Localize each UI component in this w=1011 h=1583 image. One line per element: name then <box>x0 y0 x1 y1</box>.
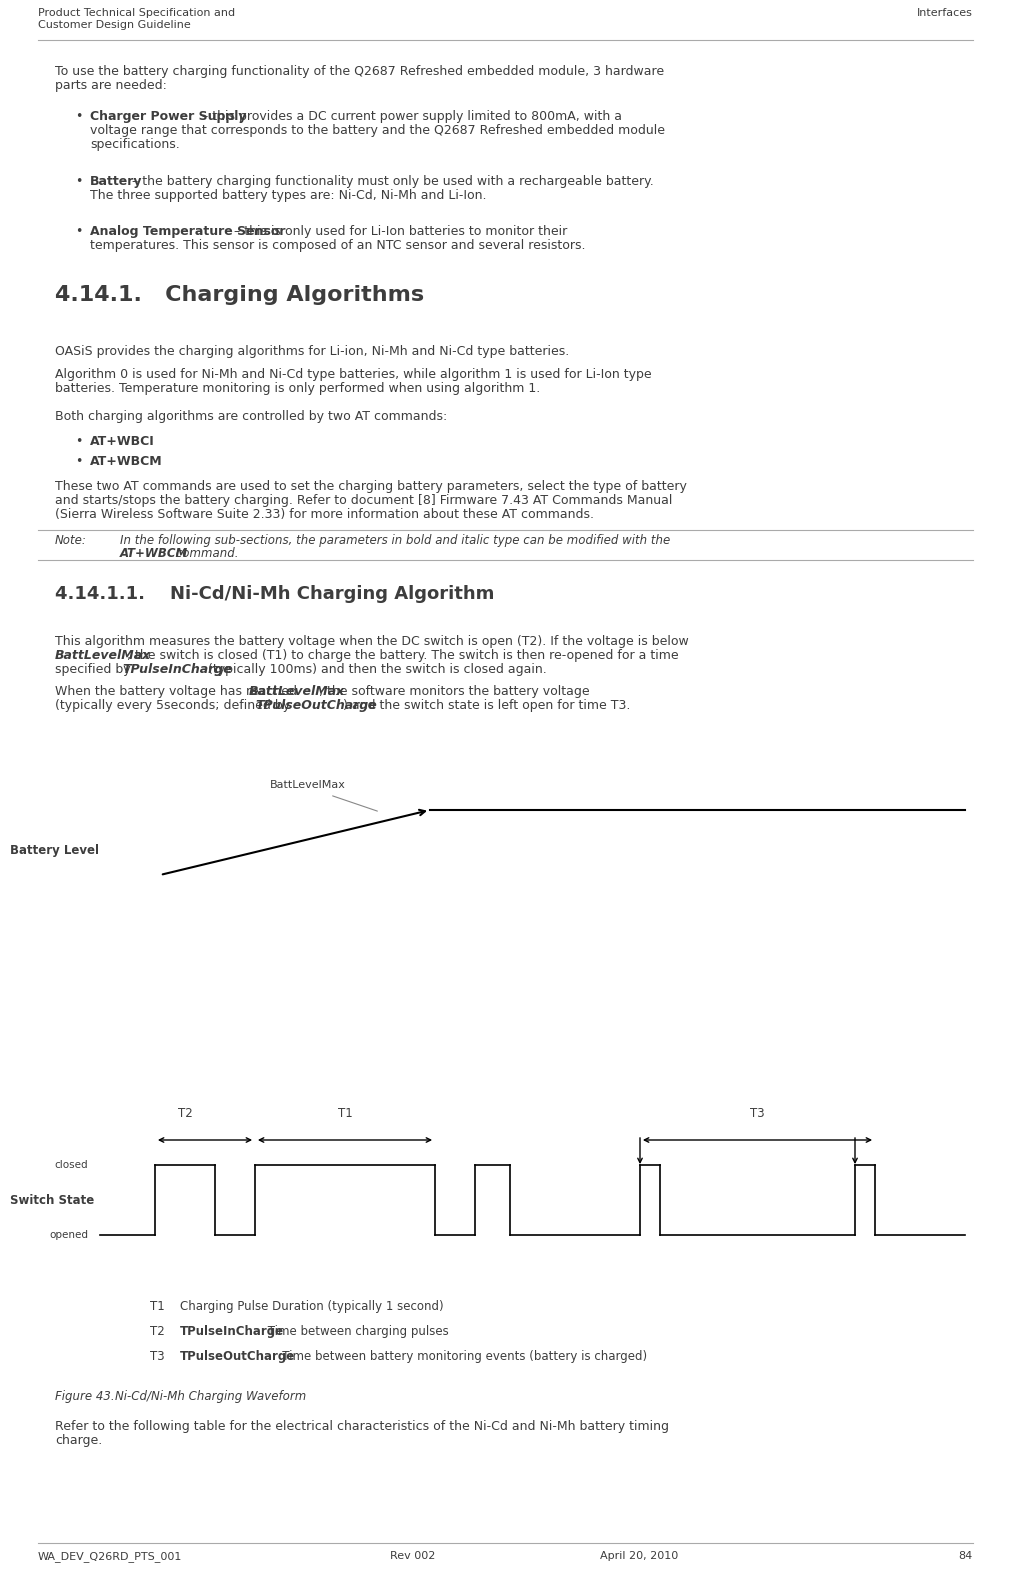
Text: , the switch is closed (T1) to charge the battery. The switch is then re-opened : , the switch is closed (T1) to charge th… <box>127 649 678 662</box>
Text: , the software monitors the battery voltage: , the software monitors the battery volt… <box>319 685 589 698</box>
Text: Figure 43.: Figure 43. <box>55 1390 114 1403</box>
Text: TPulseOutCharge: TPulseOutCharge <box>255 700 377 712</box>
Text: – this is only used for Li-Ion batteries to monitor their: – this is only used for Li-Ion batteries… <box>229 225 567 237</box>
Text: •: • <box>75 109 82 123</box>
Text: 4.14.1.   Charging Algorithms: 4.14.1. Charging Algorithms <box>55 285 425 306</box>
Text: temperatures. This sensor is composed of an NTC sensor and several resistors.: temperatures. This sensor is composed of… <box>90 239 585 252</box>
Text: specifications.: specifications. <box>90 138 180 150</box>
Text: BattLevelMax: BattLevelMax <box>270 780 346 790</box>
Text: Time between charging pulses: Time between charging pulses <box>264 1325 449 1338</box>
Text: Both charging algorithms are controlled by two AT commands:: Both charging algorithms are controlled … <box>55 410 447 423</box>
Text: •: • <box>75 176 82 188</box>
Text: T1: T1 <box>150 1300 165 1312</box>
Text: Note:: Note: <box>55 533 87 548</box>
Text: parts are needed:: parts are needed: <box>55 79 167 92</box>
Text: BattLevelMax: BattLevelMax <box>249 685 345 698</box>
Text: •: • <box>75 435 82 448</box>
Text: Switch State: Switch State <box>10 1194 94 1206</box>
Text: Time between battery monitoring events (battery is charged): Time between battery monitoring events (… <box>271 1350 647 1363</box>
Text: Algorithm 0 is used for Ni-Mh and Ni-Cd type batteries, while algorithm 1 is use: Algorithm 0 is used for Ni-Mh and Ni-Cd … <box>55 367 652 382</box>
Text: Charger Power Supply: Charger Power Supply <box>90 109 247 123</box>
Text: April 20, 2010: April 20, 2010 <box>600 1551 678 1561</box>
Text: (typically every 5seconds; defined by: (typically every 5seconds; defined by <box>55 700 294 712</box>
Text: OASiS provides the charging algorithms for Li-ion, Ni-Mh and Ni-Cd type batterie: OASiS provides the charging algorithms f… <box>55 345 569 358</box>
Text: Interfaces: Interfaces <box>917 8 973 17</box>
Text: 4.14.1.1.    Ni-Cd/Ni-Mh Charging Algorithm: 4.14.1.1. Ni-Cd/Ni-Mh Charging Algorithm <box>55 586 494 603</box>
Text: T2: T2 <box>178 1107 192 1121</box>
Text: ) and the switch state is left open for time T3.: ) and the switch state is left open for … <box>343 700 631 712</box>
Text: These two AT commands are used to set the charging battery parameters, select th: These two AT commands are used to set th… <box>55 480 686 492</box>
Text: batteries. Temperature monitoring is only performed when using algorithm 1.: batteries. Temperature monitoring is onl… <box>55 382 540 396</box>
Text: WA_DEV_Q26RD_PTS_001: WA_DEV_Q26RD_PTS_001 <box>38 1551 182 1562</box>
Text: Rev 002: Rev 002 <box>390 1551 436 1561</box>
Text: T2: T2 <box>150 1325 165 1338</box>
Text: The three supported battery types are: Ni-Cd, Ni-Mh and Li-Ion.: The three supported battery types are: N… <box>90 188 486 203</box>
Text: specified by: specified by <box>55 663 134 676</box>
Text: T1: T1 <box>338 1107 353 1121</box>
Text: TPulseInCharge: TPulseInCharge <box>180 1325 284 1338</box>
Text: Customer Design Guideline: Customer Design Guideline <box>38 21 191 30</box>
Text: Battery Level: Battery Level <box>10 844 99 856</box>
Text: •: • <box>75 454 82 469</box>
Text: When the battery voltage has reached: When the battery voltage has reached <box>55 685 301 698</box>
Text: BattLevelMax: BattLevelMax <box>55 649 152 662</box>
Text: voltage range that corresponds to the battery and the Q2687 Refreshed embedded m: voltage range that corresponds to the ba… <box>90 123 665 138</box>
Text: closed: closed <box>55 1160 88 1170</box>
Text: TPulseInCharge: TPulseInCharge <box>122 663 232 676</box>
Text: charge.: charge. <box>55 1434 102 1447</box>
Text: and starts/stops the battery charging. Refer to document [8] Firmware 7.43 AT Co: and starts/stops the battery charging. R… <box>55 494 672 507</box>
Text: TPulseOutCharge: TPulseOutCharge <box>180 1350 295 1363</box>
Text: (typically 100ms) and then the switch is closed again.: (typically 100ms) and then the switch is… <box>204 663 547 676</box>
Text: – the battery charging functionality must only be used with a rechargeable batte: – the battery charging functionality mus… <box>128 176 654 188</box>
Text: AT+WBCM: AT+WBCM <box>120 548 188 560</box>
Text: AT+WBCI: AT+WBCI <box>90 435 155 448</box>
Text: Refer to the following table for the electrical characteristics of the Ni-Cd and: Refer to the following table for the ele… <box>55 1420 669 1433</box>
Text: Analog Temperature Sensor: Analog Temperature Sensor <box>90 225 285 237</box>
Text: AT+WBCM: AT+WBCM <box>90 454 163 469</box>
Text: This algorithm measures the battery voltage when the DC switch is open (T2). If : This algorithm measures the battery volt… <box>55 635 688 647</box>
Text: Product Technical Specification and: Product Technical Specification and <box>38 8 236 17</box>
Text: (Sierra Wireless Software Suite 2.33) for more information about these AT comman: (Sierra Wireless Software Suite 2.33) fo… <box>55 508 594 521</box>
Text: T3: T3 <box>150 1350 165 1363</box>
Text: – this provides a DC current power supply limited to 800mA, with a: – this provides a DC current power suppl… <box>198 109 622 123</box>
Text: Battery: Battery <box>90 176 143 188</box>
Text: 84: 84 <box>958 1551 973 1561</box>
Text: Ni-Cd/Ni-Mh Charging Waveform: Ni-Cd/Ni-Mh Charging Waveform <box>115 1390 306 1403</box>
Text: •: • <box>75 225 82 237</box>
Text: Charging Pulse Duration (typically 1 second): Charging Pulse Duration (typically 1 sec… <box>180 1300 444 1312</box>
Text: opened: opened <box>49 1230 88 1239</box>
Text: To use the battery charging functionality of the Q2687 Refreshed embedded module: To use the battery charging functionalit… <box>55 65 664 78</box>
Text: T3: T3 <box>750 1107 764 1121</box>
Text: command.: command. <box>172 548 239 560</box>
Text: In the following sub-sections, the parameters in bold and italic type can be mod: In the following sub-sections, the param… <box>120 533 670 548</box>
